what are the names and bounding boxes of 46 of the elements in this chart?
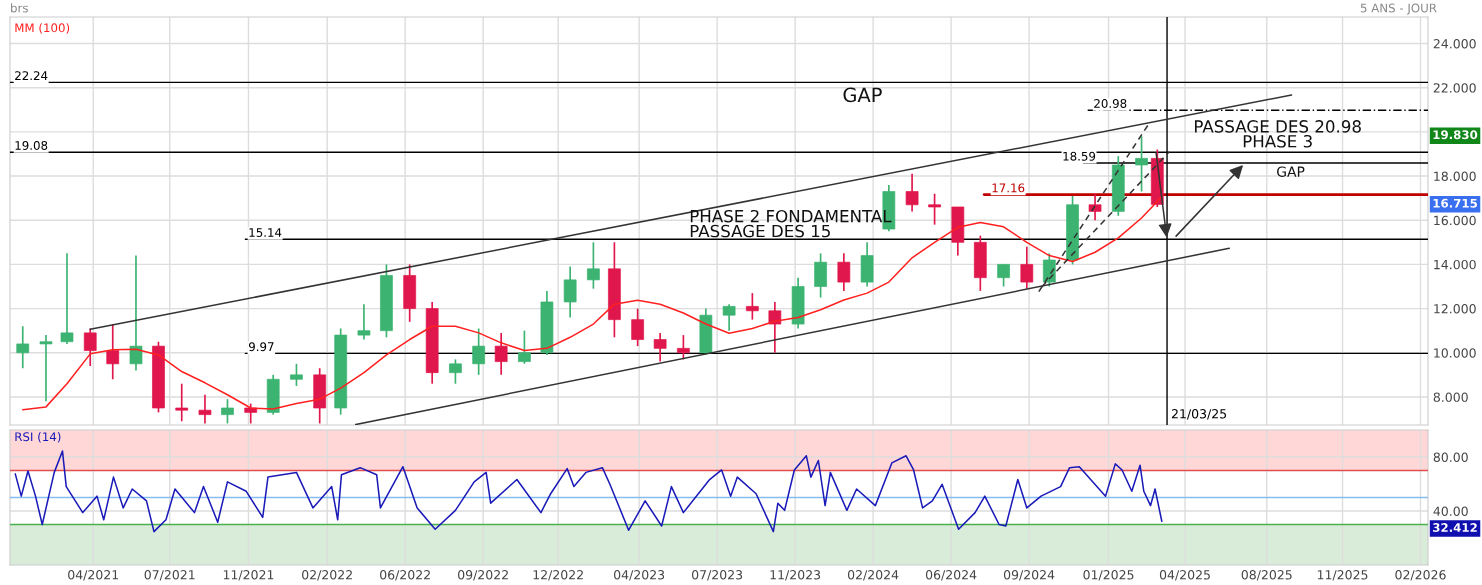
ref-line-label: 9.97: [248, 342, 274, 352]
x-tick-label: 01/2025: [1083, 570, 1134, 581]
y-tick-label: 24.000: [1433, 38, 1476, 49]
annotation: PASSAGE DES 20.98 PHASE 3: [1194, 120, 1361, 148]
y-tick-label: 22.000: [1433, 83, 1476, 93]
ref-line-label: 17.16: [992, 183, 1025, 193]
x-tick-label: 07/2021: [144, 570, 195, 581]
ref-line-label: 19.08: [15, 140, 48, 150]
ref-line-label: 15.14: [249, 228, 282, 237]
x-tick-label: 06/2022: [380, 570, 430, 581]
x-tick-label: 02/2026: [1395, 570, 1446, 581]
ref-line-label: 18.59: [1063, 151, 1096, 161]
text: MM (100): [15, 23, 70, 34]
x-tick-label: 09/2022: [458, 570, 508, 581]
y-tick-label: 18.000: [1434, 171, 1476, 181]
series-label: RSI (14): [15, 432, 61, 443]
y-tick-label: 40.00: [1433, 506, 1468, 516]
x-tick-label: 02/2024: [847, 570, 899, 581]
y-tick-label: 16.000: [1434, 215, 1476, 226]
chart-subtitle: 5 ANS - JOUR: [1360, 3, 1437, 15]
ref-line-label: 22.24: [15, 71, 48, 80]
y-tick-label: 8.000: [1433, 392, 1468, 402]
y-tick-label: 12.000: [1434, 304, 1476, 314]
x-tick-label: 07/2023: [691, 570, 743, 581]
x-tick-label: 09/2024: [1003, 570, 1055, 581]
y-tick-label: 14.000: [1434, 259, 1476, 270]
x-tick-label: 04/2023: [614, 570, 665, 581]
ref-line-label: 21/03/25: [1171, 409, 1227, 420]
y-tick-label: 10.000: [1434, 348, 1476, 358]
chart-title: brs: [11, 3, 28, 13]
x-tick-label: 11/2025: [1317, 570, 1368, 581]
annotation: GAP: [843, 87, 882, 103]
x-tick-label: 11/2023: [770, 570, 821, 581]
x-tick-label: 08/2025: [1241, 570, 1292, 581]
text: 19.830: [1433, 130, 1478, 140]
x-tick-label: 11/2021: [223, 570, 274, 581]
ref-line-label: 20.98: [1094, 99, 1127, 108]
x-tick-label: 04/2021: [68, 570, 119, 581]
x-tick-label: 04/2025: [1159, 570, 1210, 581]
x-tick-label: 06/2024: [925, 570, 977, 581]
annotation: GAP: [1277, 166, 1305, 177]
x-tick-label: 02/2022: [302, 570, 352, 581]
x-tick-label: 12/2022: [533, 570, 583, 581]
text: 32.412: [1433, 523, 1477, 532]
y-tick-label: 80.00: [1433, 452, 1468, 462]
text: 16.715: [1433, 198, 1477, 208]
